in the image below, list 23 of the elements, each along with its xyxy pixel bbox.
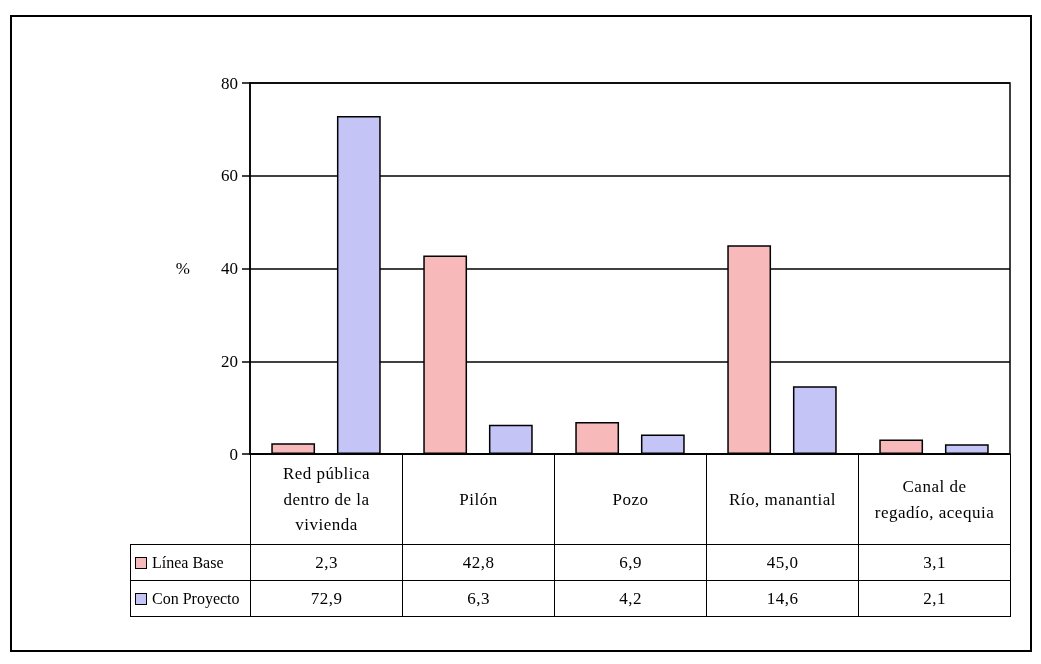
data-label: 72,9 xyxy=(250,580,403,617)
data-label: 6,9 xyxy=(554,544,707,581)
y-tick-label: 40 xyxy=(221,259,238,278)
data-label: 14,6 xyxy=(706,580,859,617)
x-tick-label: Red pública dentro de la vivienda xyxy=(250,454,403,545)
x-tick-label: Pozo xyxy=(554,454,707,545)
data-label: 4,2 xyxy=(554,580,707,617)
y-tick-label: 20 xyxy=(221,351,238,371)
x-tick-label: Pilón xyxy=(402,454,555,545)
data-label: 3,1 xyxy=(858,544,1011,581)
x-tick-label: Canal de regadío, acequia xyxy=(858,454,1011,545)
data-label: 6,3 xyxy=(402,580,555,617)
x-tick-label: Río, manantial xyxy=(706,454,859,545)
y-tick-label: 0 xyxy=(229,444,238,464)
y-tick-label: 80 xyxy=(221,73,238,93)
y-axis-title: % xyxy=(175,259,190,278)
legend-label: Con Proyecto xyxy=(130,580,251,617)
data-label: 2,3 xyxy=(250,544,403,581)
data-label: 2,1 xyxy=(858,580,1011,617)
y-tick-label: 60 xyxy=(221,166,238,186)
legend-label: Línea Base xyxy=(130,544,251,581)
data-label: 42,8 xyxy=(402,544,555,581)
data-label: 45,0 xyxy=(706,544,859,581)
